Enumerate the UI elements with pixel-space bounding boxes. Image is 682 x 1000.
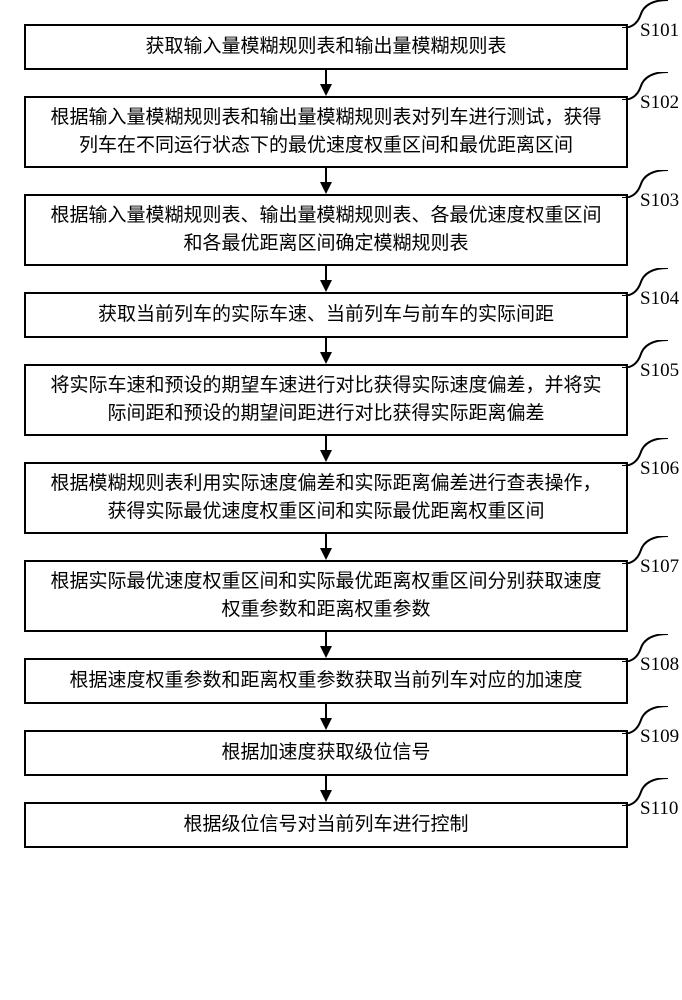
flow-step-text: 根据模糊规则表利用实际速度偏差和实际距离偏差进行查表操作，获得实际最优速度权重区… <box>44 470 608 525</box>
flow-step-s107: 根据实际最优速度权重区间和实际最优距离权重区间分别获取速度权重参数和距离权重参数 <box>24 560 628 632</box>
flow-step-s102: 根据输入量模糊规则表和输出量模糊规则表对列车进行测试，获得列车在不同运行状态下的… <box>24 96 628 168</box>
arrow-line <box>325 436 327 450</box>
flow-step-number-s110: S110 <box>640 798 678 820</box>
flow-step-text: 根据实际最优速度权重区间和实际最优距离权重区间分别获取速度权重参数和距离权重参数 <box>44 568 608 623</box>
flow-step-text: 根据加速度获取级位信号 <box>221 739 430 767</box>
arrow-line <box>325 534 327 548</box>
arrow-down-icon <box>320 352 332 364</box>
arrow-down-icon <box>320 548 332 560</box>
flow-step-number-s105: S105 <box>640 360 679 382</box>
flow-step-s109: 根据加速度获取级位信号 <box>24 730 628 776</box>
flow-step-s105: 将实际车速和预设的期望车速进行对比获得实际速度偏差，并将实际间距和预设的期望间距… <box>24 364 628 436</box>
arrow-line <box>325 704 327 718</box>
arrow-line <box>325 632 327 646</box>
flow-step-s108: 根据速度权重参数和距离权重参数获取当前列车对应的加速度 <box>24 658 628 704</box>
flow-step-text: 获取输入量模糊规则表和输出量模糊规则表 <box>145 33 506 61</box>
arrow-down-icon <box>320 182 332 194</box>
arrow-down-icon <box>320 84 332 96</box>
flow-step-number-s103: S103 <box>640 190 679 212</box>
arrow-down-icon <box>320 646 332 658</box>
flow-step-number-s104: S104 <box>640 288 679 310</box>
flow-step-text: 根据输入量模糊规则表和输出量模糊规则表对列车进行测试，获得列车在不同运行状态下的… <box>44 104 608 159</box>
flow-step-s106: 根据模糊规则表利用实际速度偏差和实际距离偏差进行查表操作，获得实际最优速度权重区… <box>24 462 628 534</box>
flow-step-text: 将实际车速和预设的期望车速进行对比获得实际速度偏差，并将实际间距和预设的期望间距… <box>44 372 608 427</box>
flow-step-number-s106: S106 <box>640 458 679 480</box>
arrow-line <box>325 70 327 84</box>
flow-step-text: 根据输入量模糊规则表、输出量模糊规则表、各最优速度权重区间和各最优距离区间确定模… <box>44 202 608 257</box>
flow-step-text: 根据级位信号对当前列车进行控制 <box>183 811 468 839</box>
arrow-line <box>325 776 327 790</box>
arrow-line <box>325 266 327 280</box>
arrow-down-icon <box>320 790 332 802</box>
arrow-line <box>325 168 327 182</box>
flow-step-s104: 获取当前列车的实际车速、当前列车与前车的实际间距 <box>24 292 628 338</box>
flow-step-number-s102: S102 <box>640 92 679 114</box>
flow-step-s110: 根据级位信号对当前列车进行控制 <box>24 802 628 848</box>
arrow-line <box>325 338 327 352</box>
flow-step-text: 获取当前列车的实际车速、当前列车与前车的实际间距 <box>98 301 554 329</box>
flow-step-text: 根据速度权重参数和距离权重参数获取当前列车对应的加速度 <box>69 667 582 695</box>
flow-step-number-s101: S101 <box>640 20 679 42</box>
arrow-down-icon <box>320 280 332 292</box>
flow-step-number-s108: S108 <box>640 654 679 676</box>
flow-step-number-s109: S109 <box>640 726 679 748</box>
flow-step-number-s107: S107 <box>640 556 679 578</box>
arrow-down-icon <box>320 450 332 462</box>
flow-step-s103: 根据输入量模糊规则表、输出量模糊规则表、各最优速度权重区间和各最优距离区间确定模… <box>24 194 628 266</box>
flow-step-s101: 获取输入量模糊规则表和输出量模糊规则表 <box>24 24 628 70</box>
arrow-down-icon <box>320 718 332 730</box>
